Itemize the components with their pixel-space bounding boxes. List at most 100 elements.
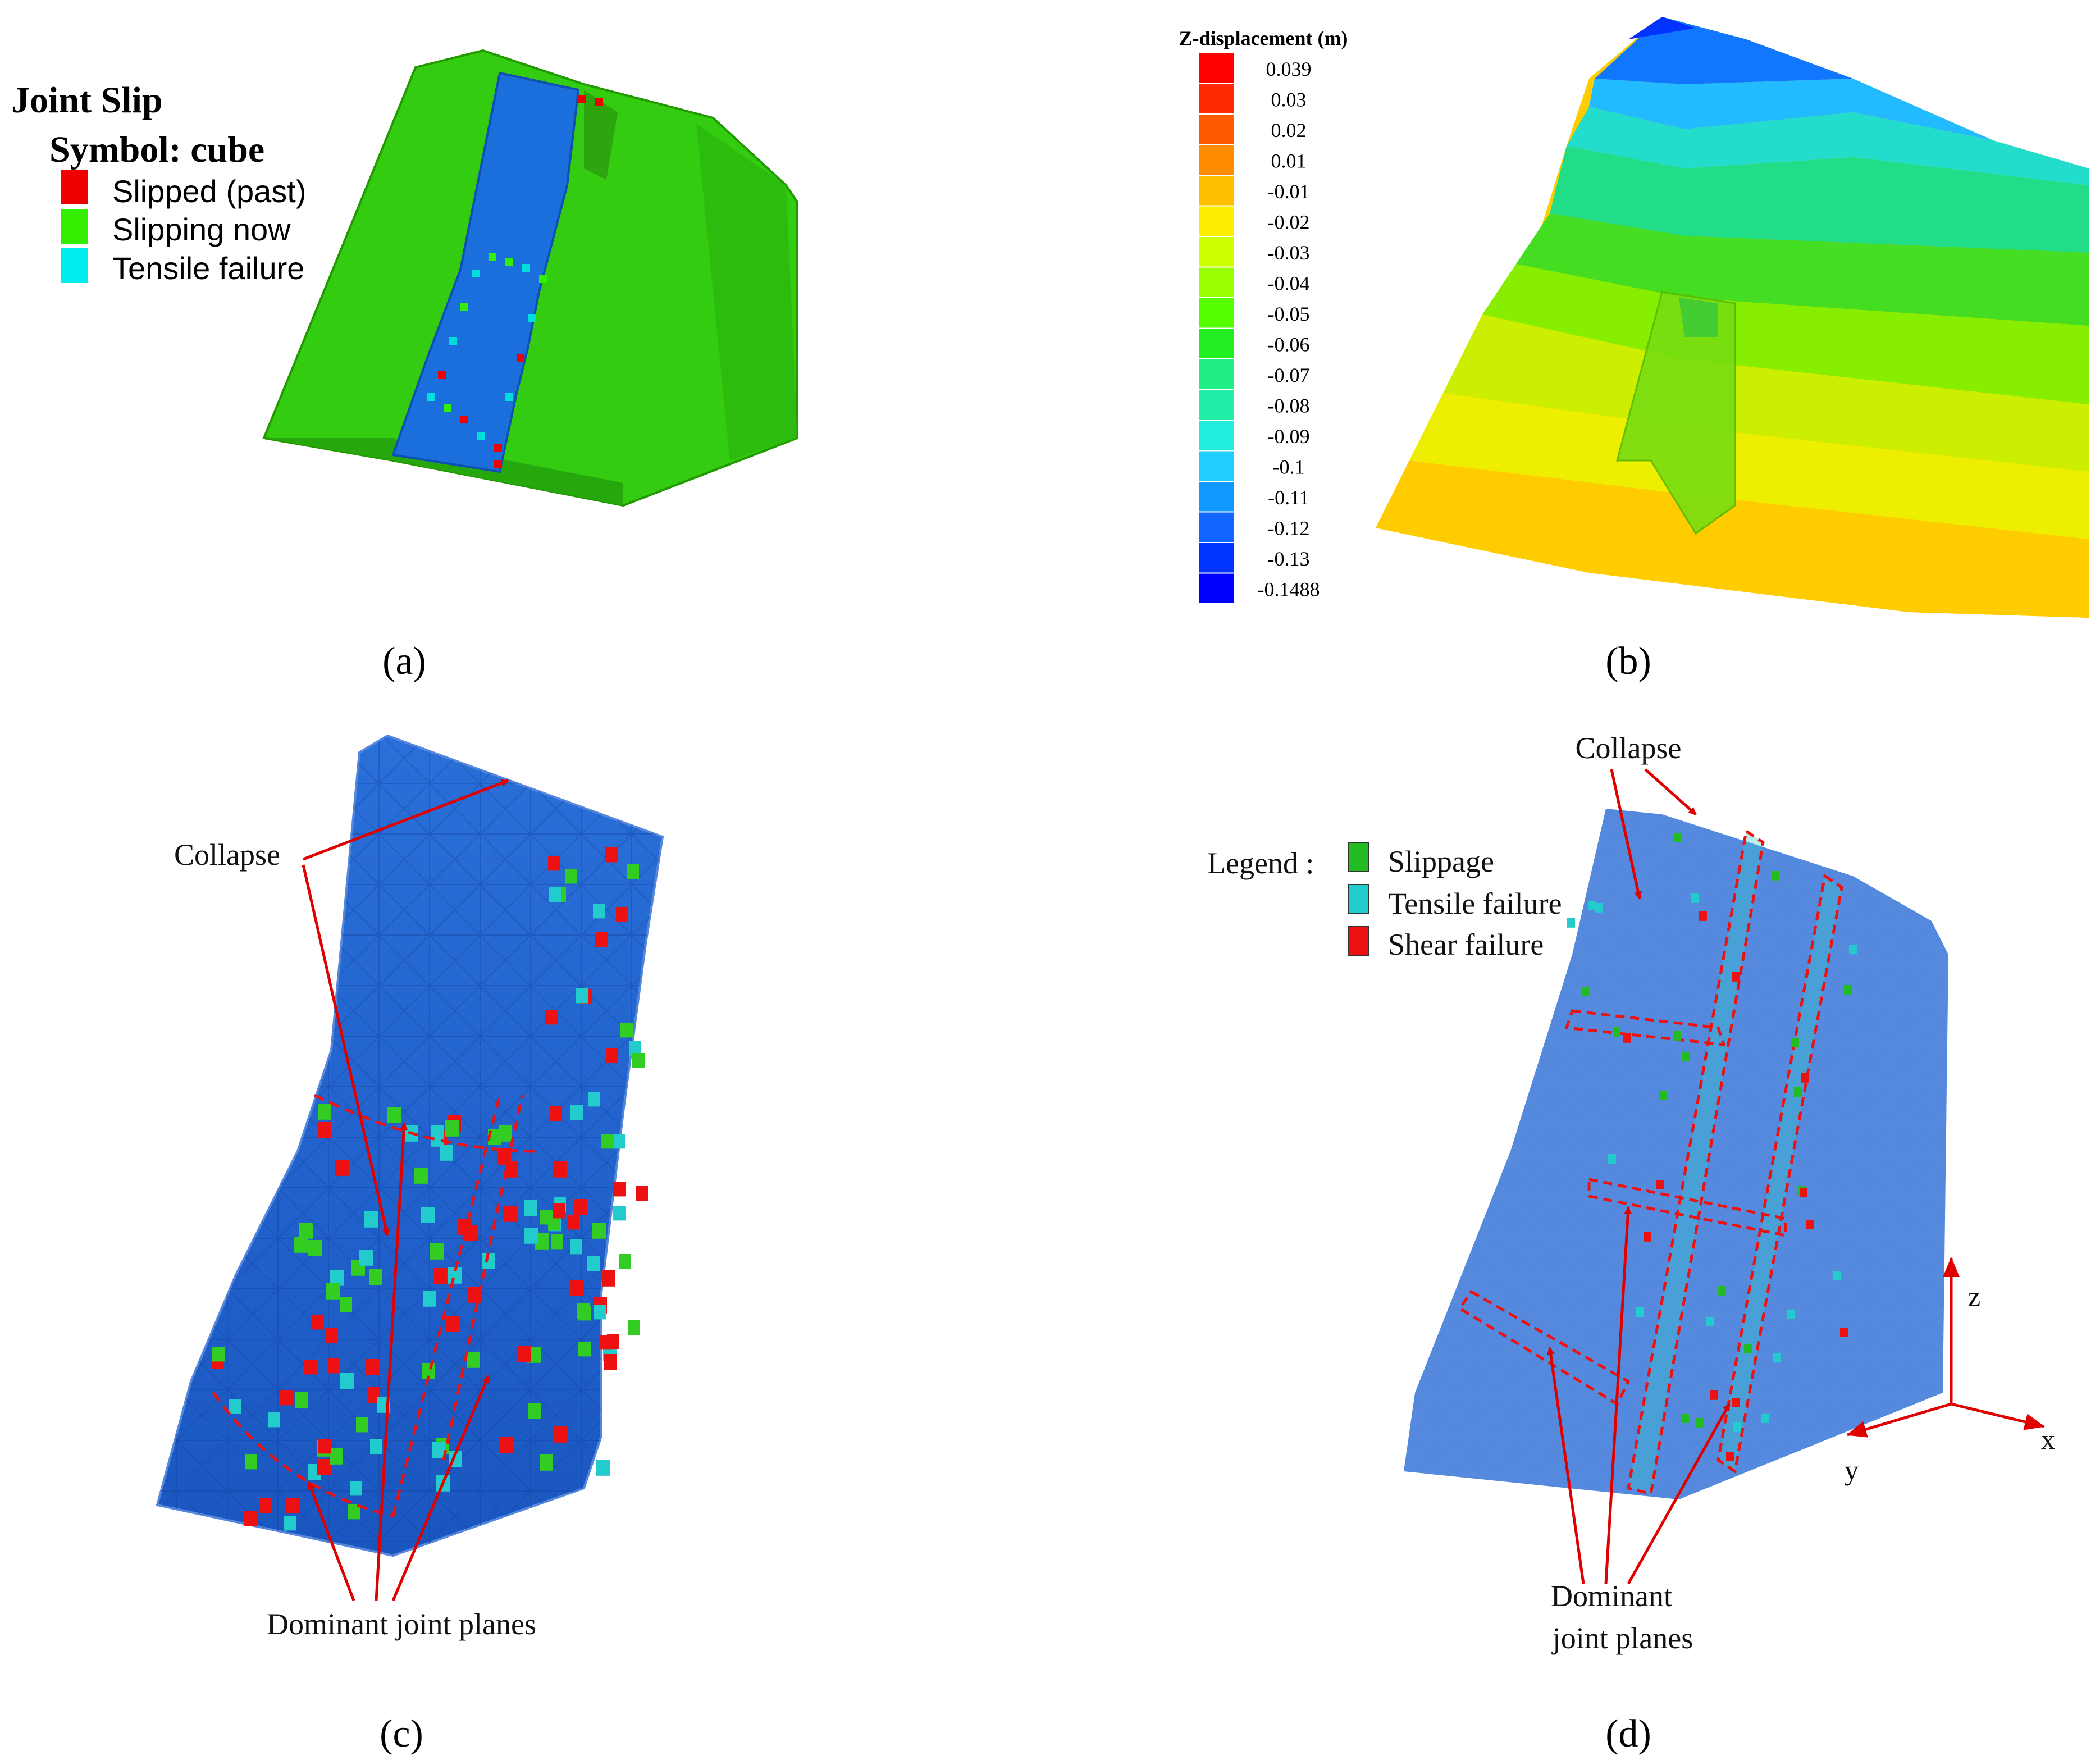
joint-marker [1710,1390,1718,1400]
joint-marker [1849,945,1857,954]
joint-marker [286,1498,299,1513]
joint-marker [268,1412,280,1428]
legend-item-shear-failure: Shear failure [1388,928,1544,961]
joint-marker [545,1010,558,1025]
joint-marker [503,1206,517,1222]
legend-swatch-tensile-failure [1348,884,1369,914]
joint-marker [500,1437,513,1453]
colorbar-swatch [1199,237,1234,267]
slope-side-face [696,124,797,460]
colorbar-label: -0.13 [1268,548,1310,570]
joint-marker [1732,1398,1740,1407]
joint-marker [613,1182,626,1197]
colorbar-swatch [1199,115,1234,144]
joint-marker [1806,1220,1814,1229]
joint-marker [1794,1087,1802,1097]
annotation-arrows-d [1546,768,1731,1585]
colorbar-label: 0.02 [1271,119,1307,142]
colorbar-label: -0.1 [1273,456,1305,478]
joint-marker [1613,1027,1620,1037]
joint-marker [327,1358,339,1374]
joint-marker [528,1403,541,1419]
joint-marker [432,1442,445,1458]
joint-marker [606,1048,618,1063]
joint-planes-label-d-line2: joint planes [1551,1621,1693,1655]
joint-marker [619,1254,631,1269]
legend-item-slippage: Slippage [1388,845,1494,878]
joint-marker [446,1316,460,1332]
colorbar-label: -0.08 [1268,395,1310,417]
joint-marker [636,1186,648,1201]
joint-marker [335,1160,349,1176]
joint-marker [1733,1422,1741,1432]
joint-marker [587,1256,600,1271]
colorbar-label: 0.01 [1271,150,1307,172]
colorbar: 0.039 0.03 0.02 0.01 -0.01 -0.02 -0.03 -0.04 -0.… [1199,53,1320,603]
joint-marker [318,1439,331,1454]
joint-markers-a [427,95,603,468]
joint-marker [467,1352,480,1368]
panel-a: Joint Slip Symbol: cube Slipped (past) S… [11,49,798,683]
joint-marker [1791,1038,1799,1047]
joint-marker [440,1145,453,1161]
colorbar-swatch [1199,359,1234,389]
joint-marker [1673,1031,1681,1041]
joint-marker [613,1134,625,1149]
joint-marker [570,1239,582,1255]
joint-marker [628,1320,640,1335]
joint-marker [601,1134,614,1149]
joint-marker [421,1207,435,1223]
joint-marker [1787,1310,1795,1319]
joint-marker [594,1305,606,1320]
joint-marker [318,1122,331,1138]
joint-marker [1699,911,1707,921]
joint-marker [616,907,628,922]
colorbar-swatch [1199,390,1234,420]
legend-a: Slipped (past) Slipping now Tensile fail… [61,170,307,286]
colorbar-label: -0.04 [1268,272,1310,295]
joint-marker [1761,1414,1769,1423]
joint-marker [445,1120,459,1137]
legend-swatch-slippage [1348,842,1369,872]
joint-marker [1726,1452,1734,1461]
joint-marker [570,1280,583,1296]
colorbar-label: -0.1488 [1258,578,1320,601]
y-axis-label: y [1845,1454,1859,1486]
panel-d: Collapse Dominant joint planes Legend : … [1207,731,2055,1756]
joint-marker [1801,1073,1809,1083]
dashed-joints-c [212,1093,540,1518]
colorbar-label: -0.07 [1268,364,1310,386]
joint-marker [1772,871,1779,881]
joint-marker [1608,1154,1616,1164]
colorbar-swatch [1199,329,1234,358]
joint-marker [1623,1033,1631,1043]
joint-marker [567,1215,579,1230]
joint-marker [1696,1418,1704,1428]
joint-marker [524,1200,537,1216]
legend-label-slipped: Slipped (past) [112,174,307,209]
rock-ridge [584,90,618,180]
joint-marker [244,1511,257,1526]
joint-planes-label-c: Dominant joint planes [267,1607,536,1641]
joint-marker [1656,1180,1664,1189]
colorbar-swatch [1199,206,1234,236]
joint-marker [317,1459,331,1475]
joint-marker [326,1283,340,1300]
joint-marker [260,1498,272,1513]
dominant-joints-d [1458,828,1843,1496]
x-axis-arrow [1951,1402,2045,1430]
joint-marker [1659,1091,1667,1100]
joint-marker [1840,1328,1848,1337]
colorbar-label: -0.09 [1268,425,1310,448]
joint-marker [605,847,618,863]
panel-b: Z-displacement (m) 0.039 0.03 0.02 0.01 -0.0… [1179,17,2089,683]
legend-swatch-slipping [61,209,88,244]
joint-marker [588,1092,600,1107]
colorbar-swatch [1199,267,1234,297]
collapse-label-d: Collapse [1576,731,1682,765]
joint-marker [602,1270,615,1287]
legend-d: Legend : Slippage Tensile failure Shear … [1207,842,1562,961]
legend-item-tensile-failure: Tensile failure [1388,887,1562,920]
joint-marker [576,988,588,1004]
